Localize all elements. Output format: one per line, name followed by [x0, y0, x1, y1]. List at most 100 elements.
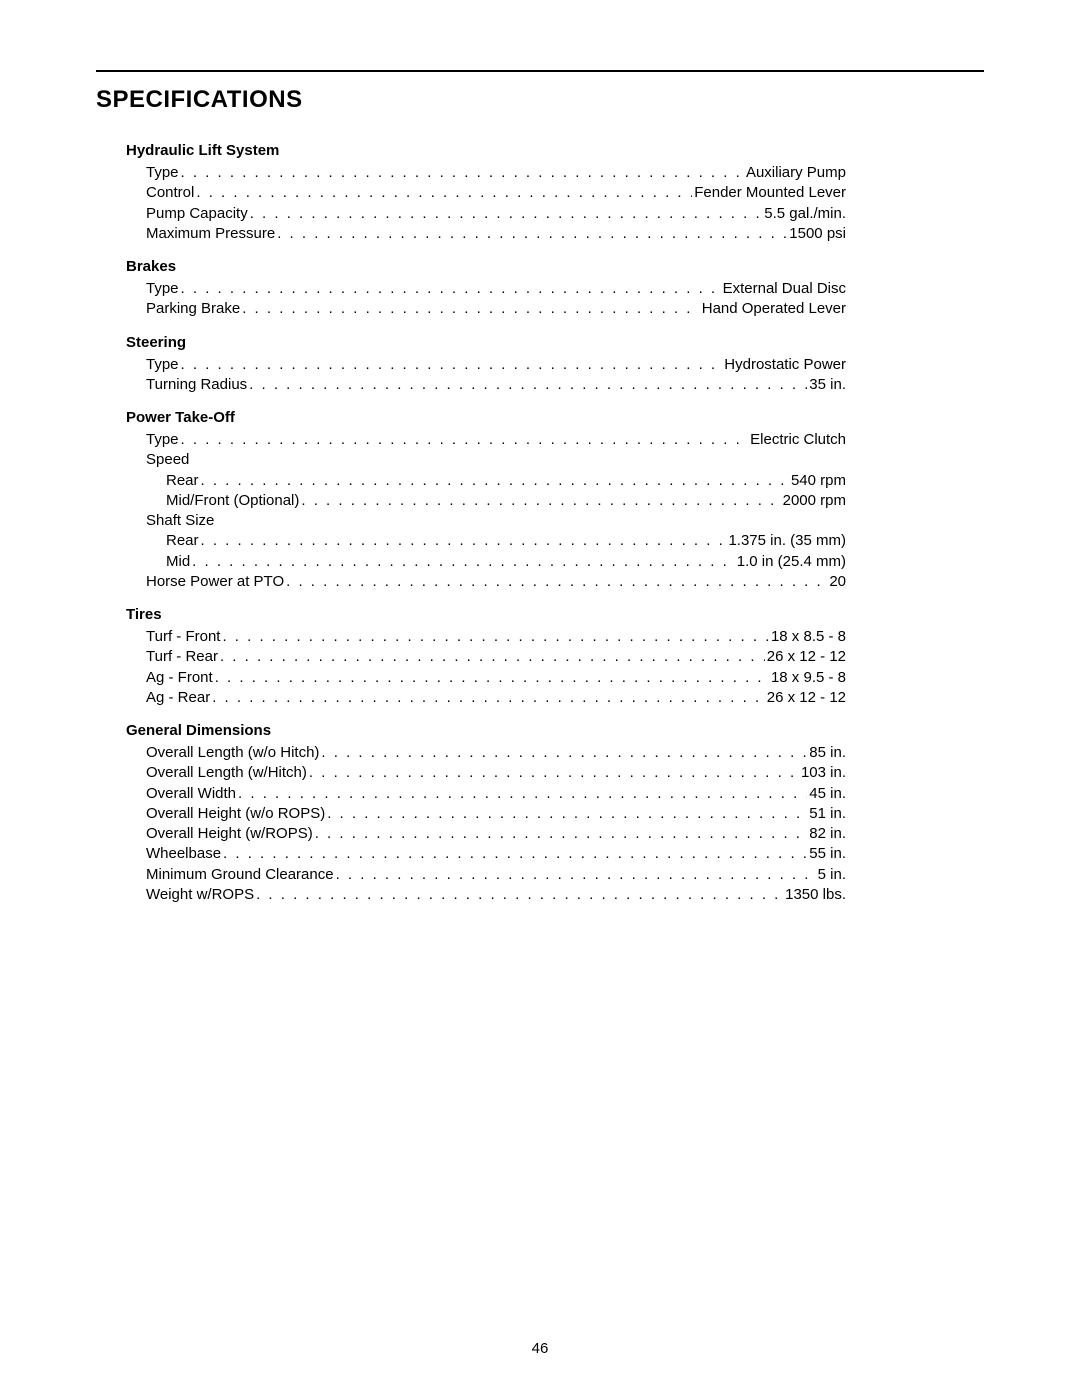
spec-row: Overall Height (w/ROPS). . . . . . . . .… [126, 824, 846, 844]
spec-value: Auxiliary Pump [746, 163, 846, 183]
spec-label: Parking Brake [146, 299, 240, 319]
spec-label: Overall Height (w/ROPS) [146, 824, 313, 844]
section-heading: Brakes [126, 258, 846, 275]
spec-value: Electric Clutch [750, 430, 846, 450]
spec-row: Overall Height (w/o ROPS). . . . . . . .… [126, 804, 846, 824]
dot-leader: . . . . . . . . . . . . . . . . . . . . … [250, 204, 763, 224]
spec-value: Hand Operated Lever [702, 299, 846, 319]
spec-row: Turf - Front. . . . . . . . . . . . . . … [126, 627, 846, 647]
dot-leader: . . . . . . . . . . . . . . . . . . . . … [321, 743, 807, 763]
spec-value: Fender Mounted Lever [694, 183, 846, 203]
spec-subheader: Shaft Size [126, 511, 846, 531]
spec-row: Type. . . . . . . . . . . . . . . . . . … [126, 279, 846, 299]
spec-label: Ag - Rear [146, 688, 210, 708]
spec-label: Minimum Ground Clearance [146, 865, 334, 885]
dot-leader: . . . . . . . . . . . . . . . . . . . . … [181, 163, 744, 183]
dot-leader: . . . . . . . . . . . . . . . . . . . . … [201, 531, 727, 551]
spec-row: Overall Width. . . . . . . . . . . . . .… [126, 784, 846, 804]
dot-leader: . . . . . . . . . . . . . . . . . . . . … [181, 430, 749, 450]
spec-row: Maximum Pressure. . . . . . . . . . . . … [126, 224, 846, 244]
spec-value: 5 in. [818, 865, 846, 885]
dot-leader: . . . . . . . . . . . . . . . . . . . . … [215, 668, 769, 688]
dot-leader: . . . . . . . . . . . . . . . . . . . . … [249, 375, 807, 395]
spec-row: Ag - Rear. . . . . . . . . . . . . . . .… [126, 688, 846, 708]
spec-value: 1500 psi [789, 224, 846, 244]
spec-label: Type [146, 430, 179, 450]
spec-value: 85 in. [809, 743, 846, 763]
section-heading: Steering [126, 334, 846, 351]
spec-value: 540 rpm [791, 471, 846, 491]
spec-label: Mid [166, 552, 190, 572]
spec-value: 1350 lbs. [785, 885, 846, 905]
spec-label: Overall Width [146, 784, 236, 804]
section-heading: Tires [126, 606, 846, 623]
spec-row: Overall Length (w/Hitch). . . . . . . . … [126, 763, 846, 783]
dot-leader: . . . . . . . . . . . . . . . . . . . . … [238, 784, 807, 804]
spec-row: Wheelbase. . . . . . . . . . . . . . . .… [126, 844, 846, 864]
dot-leader: . . . . . . . . . . . . . . . . . . . . … [212, 688, 765, 708]
spec-row: Turning Radius. . . . . . . . . . . . . … [126, 375, 846, 395]
spec-label: Overall Height (w/o ROPS) [146, 804, 325, 824]
page: SPECIFICATIONS Hydraulic Lift System Type… [0, 0, 1080, 1397]
dot-leader: . . . . . . . . . . . . . . . . . . . . … [220, 647, 765, 667]
section-heading: Hydraulic Lift System [126, 142, 846, 159]
page-number: 46 [0, 1340, 1080, 1357]
spec-label: Type [146, 355, 179, 375]
dot-leader: . . . . . . . . . . . . . . . . . . . . … [242, 299, 700, 319]
dot-leader: . . . . . . . . . . . . . . . . . . . . … [196, 183, 692, 203]
specifications-list: Hydraulic Lift SystemType. . . . . . . .… [126, 142, 846, 905]
spec-value: 20 [829, 572, 846, 592]
dot-leader: . . . . . . . . . . . . . . . . . . . . … [192, 552, 735, 572]
spec-value: 55 in. [809, 844, 846, 864]
dot-leader: . . . . . . . . . . . . . . . . . . . . … [222, 627, 769, 647]
spec-row: Minimum Ground Clearance. . . . . . . . … [126, 865, 846, 885]
page-title: SPECIFICATIONS [96, 86, 984, 114]
spec-label: Turf - Rear [146, 647, 218, 667]
spec-row: Pump Capacity. . . . . . . . . . . . . .… [126, 204, 846, 224]
spec-label: Overall Length (w/Hitch) [146, 763, 307, 783]
spec-row: Type. . . . . . . . . . . . . . . . . . … [126, 430, 846, 450]
top-rule [96, 70, 984, 72]
dot-leader: . . . . . . . . . . . . . . . . . . . . … [301, 491, 780, 511]
spec-value: 5.5 gal./min. [764, 204, 846, 224]
spec-subheader: Speed [126, 450, 846, 470]
spec-row: Parking Brake. . . . . . . . . . . . . .… [126, 299, 846, 319]
spec-value: 35 in. [809, 375, 846, 395]
spec-label: Turf - Front [146, 627, 220, 647]
spec-row: Type. . . . . . . . . . . . . . . . . . … [126, 163, 846, 183]
spec-label: Horse Power at PTO [146, 572, 284, 592]
spec-row: Overall Length (w/o Hitch). . . . . . . … [126, 743, 846, 763]
spec-value: 26 x 12 - 12 [767, 647, 846, 667]
spec-label: Wheelbase [146, 844, 221, 864]
spec-label: Pump Capacity [146, 204, 248, 224]
spec-label: Maximum Pressure [146, 224, 275, 244]
spec-label: Turning Radius [146, 375, 247, 395]
spec-row: Rear. . . . . . . . . . . . . . . . . . … [126, 471, 846, 491]
spec-label: Control [146, 183, 194, 203]
spec-value: 1.0 in (25.4 mm) [737, 552, 846, 572]
spec-value: 103 in. [801, 763, 846, 783]
spec-value: 18 x 9.5 - 8 [771, 668, 846, 688]
spec-value: 2000 rpm [783, 491, 846, 511]
spec-row: Turf - Rear. . . . . . . . . . . . . . .… [126, 647, 846, 667]
dot-leader: . . . . . . . . . . . . . . . . . . . . … [223, 844, 807, 864]
spec-value: 45 in. [809, 784, 846, 804]
spec-row: Mid. . . . . . . . . . . . . . . . . . .… [126, 552, 846, 572]
spec-row: Weight w/ROPS. . . . . . . . . . . . . .… [126, 885, 846, 905]
dot-leader: . . . . . . . . . . . . . . . . . . . . … [286, 572, 827, 592]
spec-value: 1.375 in. (35 mm) [728, 531, 846, 551]
section-heading: General Dimensions [126, 722, 846, 739]
dot-leader: . . . . . . . . . . . . . . . . . . . . … [309, 763, 799, 783]
dot-leader: . . . . . . . . . . . . . . . . . . . . … [181, 279, 721, 299]
spec-row: Ag - Front. . . . . . . . . . . . . . . … [126, 668, 846, 688]
dot-leader: . . . . . . . . . . . . . . . . . . . . … [336, 865, 816, 885]
spec-label: Ag - Front [146, 668, 213, 688]
spec-label: Weight w/ROPS [146, 885, 254, 905]
spec-row: Mid/Front (Optional). . . . . . . . . . … [126, 491, 846, 511]
dot-leader: . . . . . . . . . . . . . . . . . . . . … [327, 804, 807, 824]
spec-label: Type [146, 163, 179, 183]
spec-value: 26 x 12 - 12 [767, 688, 846, 708]
section-heading: Power Take-Off [126, 409, 846, 426]
spec-row: Rear. . . . . . . . . . . . . . . . . . … [126, 531, 846, 551]
dot-leader: . . . . . . . . . . . . . . . . . . . . … [201, 471, 789, 491]
